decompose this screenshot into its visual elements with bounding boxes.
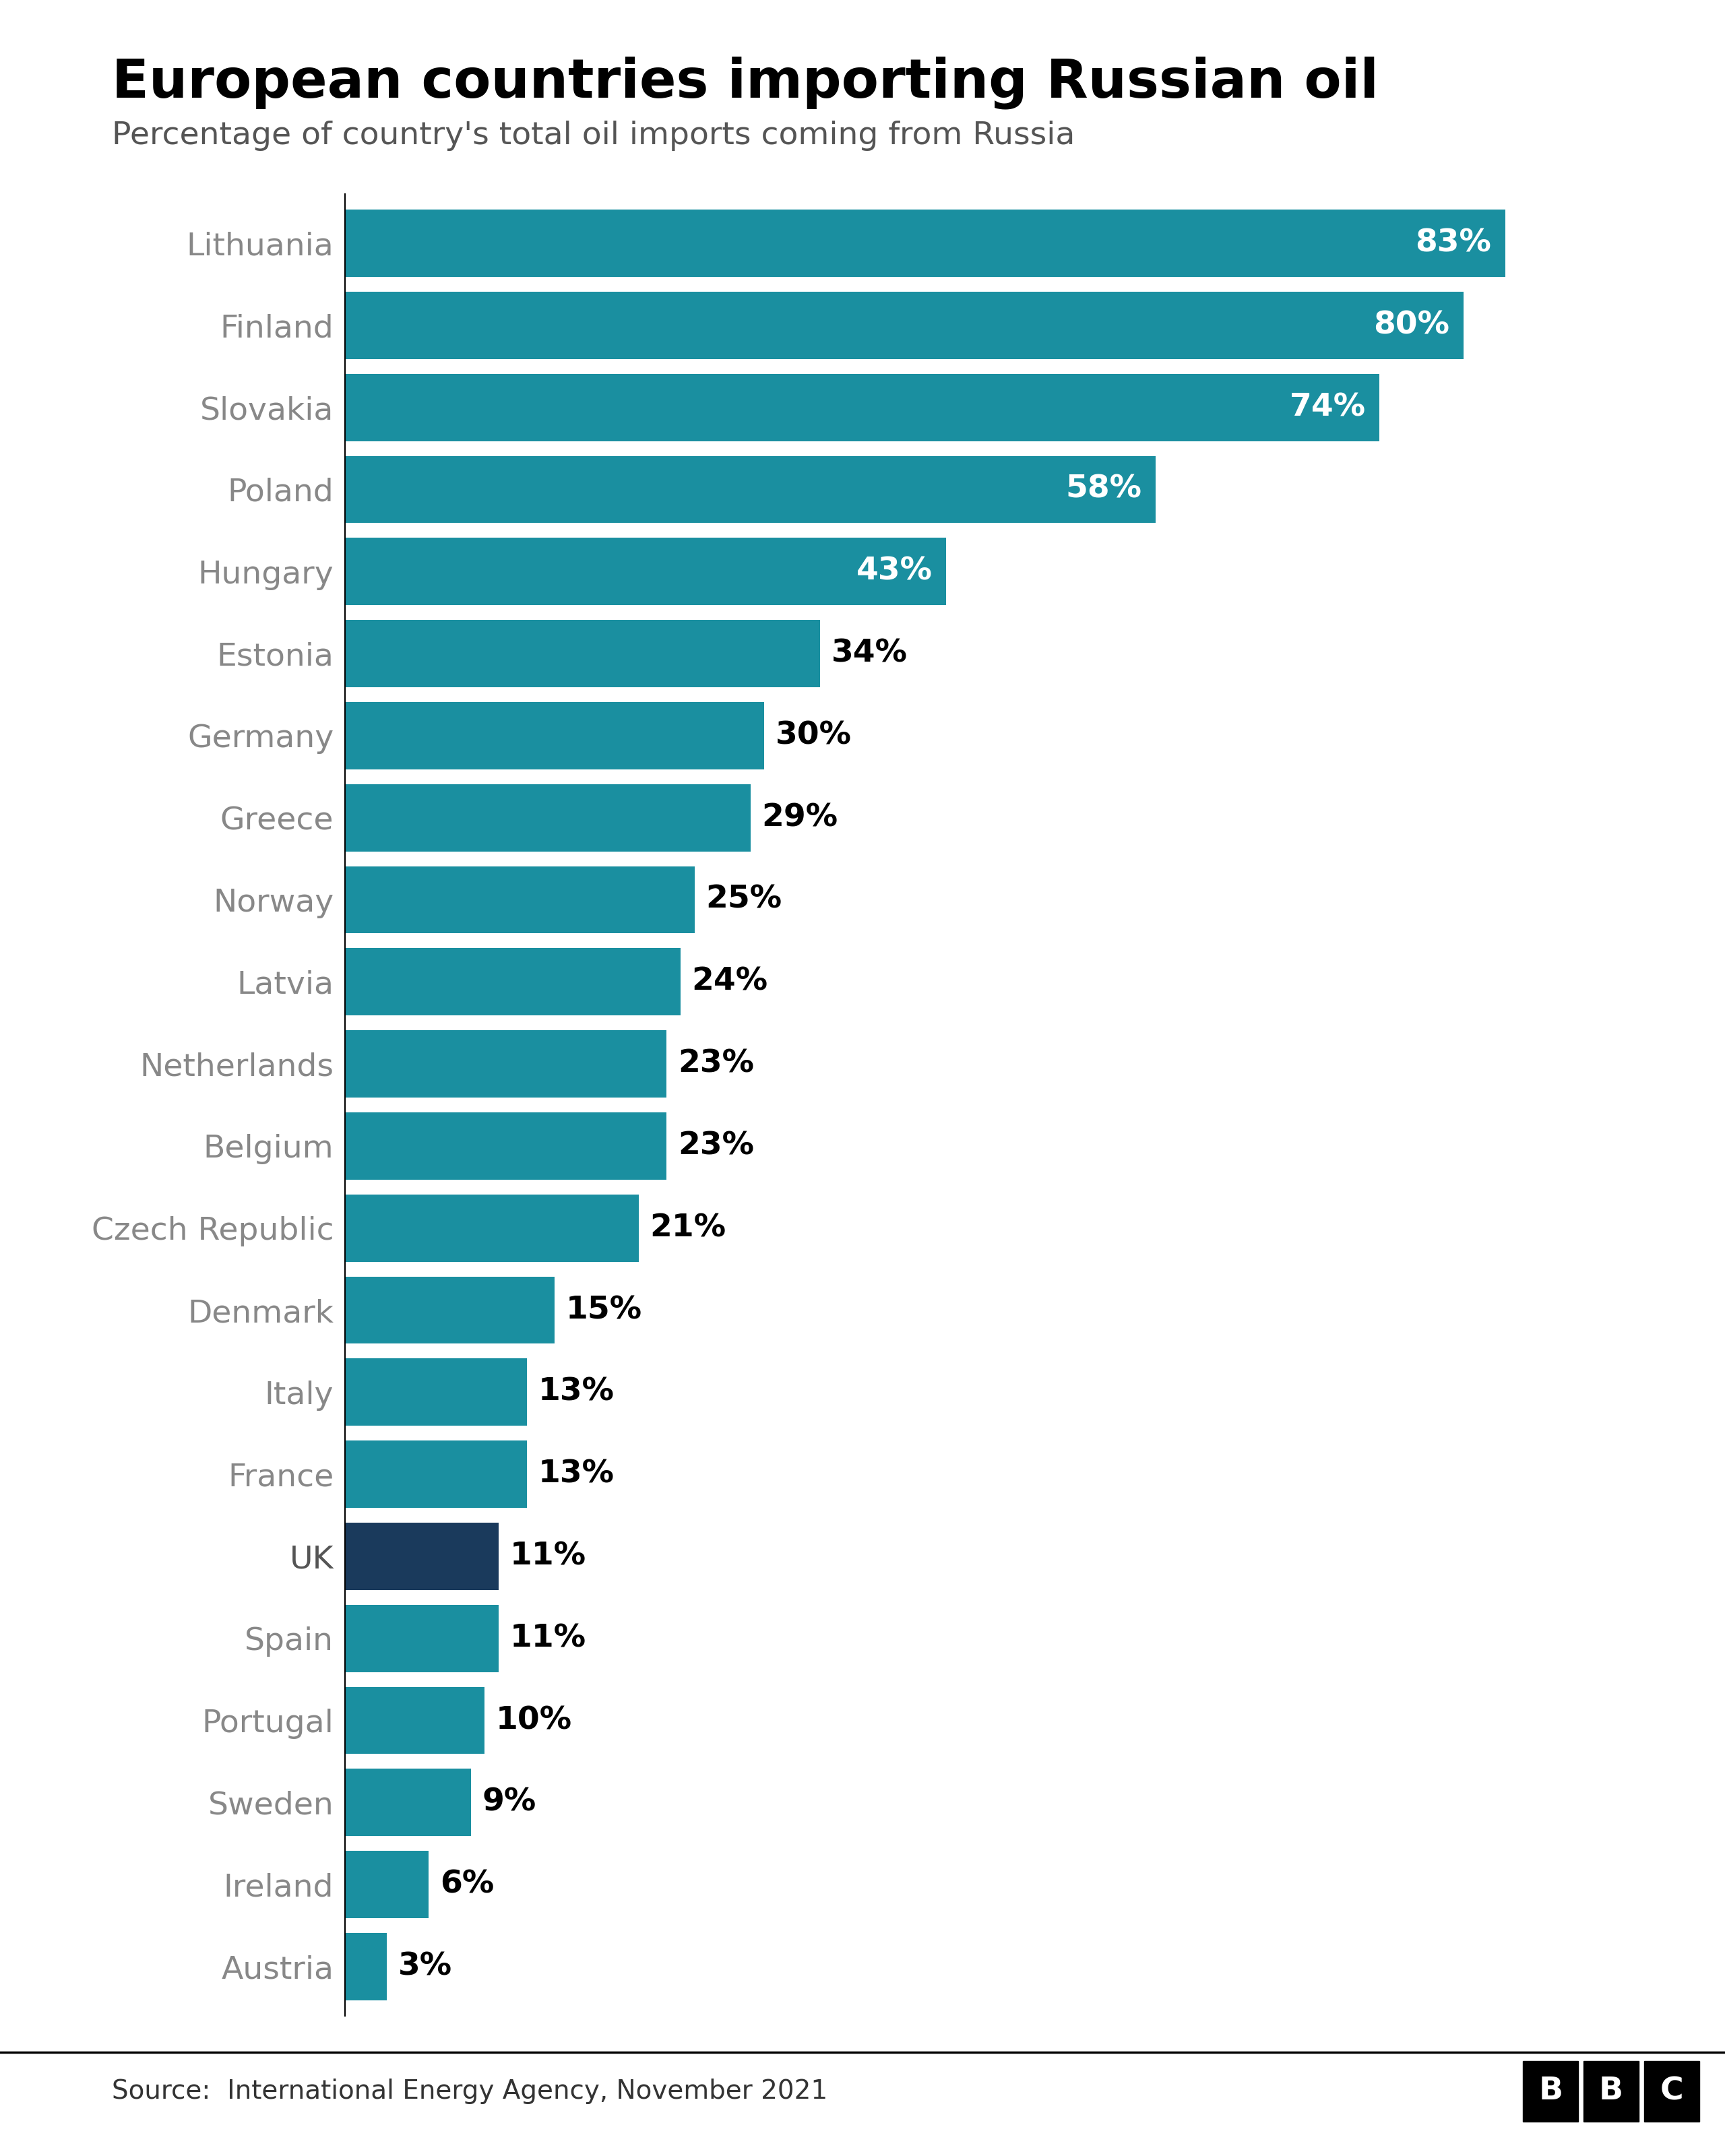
Text: B: B [1539, 2076, 1563, 2106]
Bar [345, 1686, 485, 1755]
Text: 34%: 34% [831, 638, 907, 668]
Bar [345, 1358, 526, 1425]
Bar [345, 1112, 666, 1179]
Bar [345, 1768, 471, 1837]
Text: 3%: 3% [398, 1951, 452, 1981]
Text: 43%: 43% [856, 556, 932, 586]
Text: 24%: 24% [692, 966, 768, 996]
Text: 9%: 9% [481, 1787, 536, 1818]
Text: 13%: 13% [538, 1460, 614, 1490]
Bar [345, 1604, 499, 1673]
Bar [345, 537, 947, 606]
Text: European countries importing Russian oil: European countries importing Russian oil [112, 56, 1378, 110]
Bar [345, 703, 764, 770]
Text: 6%: 6% [440, 1869, 493, 1899]
Text: Percentage of country's total oil imports coming from Russia: Percentage of country's total oil import… [112, 121, 1075, 151]
Bar [345, 785, 750, 852]
Text: 83%: 83% [1416, 229, 1492, 259]
Bar [345, 1276, 555, 1343]
Bar [345, 1934, 386, 2001]
Bar [345, 621, 821, 688]
Bar [345, 1522, 499, 1589]
Bar [345, 209, 1506, 276]
Bar [345, 291, 1463, 360]
Text: 15%: 15% [566, 1296, 642, 1326]
Text: B: B [1599, 2076, 1623, 2106]
Bar [345, 1850, 430, 1919]
Text: 23%: 23% [678, 1132, 754, 1162]
Bar [345, 373, 1380, 442]
Bar [345, 949, 681, 1015]
Text: C: C [1659, 2076, 1684, 2106]
Text: 58%: 58% [1066, 474, 1142, 505]
Text: 29%: 29% [762, 802, 838, 832]
Text: 23%: 23% [678, 1048, 754, 1078]
Text: 21%: 21% [650, 1214, 726, 1244]
Text: 25%: 25% [706, 884, 781, 914]
Text: 13%: 13% [538, 1378, 614, 1408]
Bar [345, 1194, 638, 1261]
Text: 11%: 11% [511, 1542, 587, 1572]
Text: Source:  International Energy Agency, November 2021: Source: International Energy Agency, Nov… [112, 2078, 828, 2104]
Bar [345, 1440, 526, 1507]
Bar [345, 1031, 666, 1097]
Text: 10%: 10% [497, 1705, 573, 1736]
Text: 74%: 74% [1289, 392, 1366, 423]
Text: 30%: 30% [776, 720, 852, 750]
Bar [345, 867, 695, 934]
Bar [345, 455, 1156, 524]
Text: 11%: 11% [511, 1623, 587, 1654]
Text: 80%: 80% [1373, 310, 1449, 341]
